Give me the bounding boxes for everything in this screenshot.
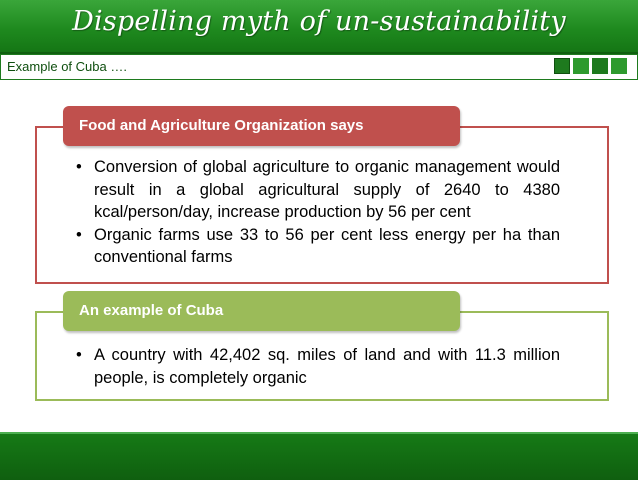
cuba-bullet-list: A country with 42,402 sq. miles of land … <box>74 344 560 389</box>
decorative-square <box>592 58 608 74</box>
slide-subtitle: Example of Cuba …. <box>7 59 127 74</box>
footer-bar <box>0 432 638 480</box>
fao-bullet-list: Conversion of global agriculture to orga… <box>74 156 560 269</box>
list-item: Conversion of global agriculture to orga… <box>74 156 560 224</box>
title-bar: Dispelling myth of un-sustainability <box>0 0 638 54</box>
fao-heading: Food and Agriculture Organization says <box>63 106 460 146</box>
decorative-square <box>611 58 627 74</box>
subtitle-bar: Example of Cuba …. <box>0 54 638 80</box>
decorative-squares <box>554 58 627 74</box>
slide-title: Dispelling myth of un-sustainability <box>72 6 566 37</box>
list-item: A country with 42,402 sq. miles of land … <box>74 344 560 389</box>
decorative-square <box>554 58 570 74</box>
list-item: Organic farms use 33 to 56 per cent less… <box>74 224 560 269</box>
decorative-square <box>573 58 589 74</box>
cuba-heading: An example of Cuba <box>63 291 460 331</box>
